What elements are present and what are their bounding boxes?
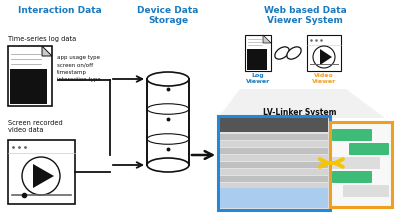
Bar [220,197,328,203]
Text: Log
Viewer: Log Viewer [246,73,270,84]
Bar [10,69,47,104]
FancyBboxPatch shape [343,185,389,197]
Ellipse shape [275,47,289,59]
Bar [220,183,328,189]
Text: Screen recorded
video data: Screen recorded video data [8,120,63,133]
Text: Device Data
Storage: Device Data Storage [137,6,199,25]
Bar [220,141,328,147]
Bar [220,148,328,154]
Bar [220,118,328,132]
Text: LOG: LOG [249,57,260,62]
Bar [8,46,52,106]
Text: LV-Linker System: LV-Linker System [263,108,337,117]
Text: LOG: LOG [14,83,36,93]
Ellipse shape [147,158,189,172]
Ellipse shape [287,47,301,59]
Bar [218,116,330,210]
Bar [245,35,271,71]
Bar [220,176,328,182]
Bar [220,169,328,175]
Bar [8,140,75,204]
Polygon shape [33,164,54,188]
Bar [330,122,392,207]
Polygon shape [320,49,332,65]
Text: app usage type
screen on/off
timestamp
interaction type: app usage type screen on/off timestamp i… [57,55,101,82]
Text: Web based Data
Viewer System: Web based Data Viewer System [264,6,346,25]
Bar [307,35,341,71]
Polygon shape [218,89,385,118]
Text: Time-series log data: Time-series log data [8,36,76,42]
Bar [148,79,188,165]
FancyBboxPatch shape [332,129,372,141]
FancyBboxPatch shape [349,143,389,155]
Polygon shape [263,35,271,43]
FancyBboxPatch shape [332,171,372,183]
FancyBboxPatch shape [332,157,380,169]
Bar [220,188,328,208]
Bar [220,190,328,196]
Bar [247,49,267,70]
Text: Interaction Data: Interaction Data [18,6,102,15]
Text: Video
Viewer: Video Viewer [312,73,336,84]
Polygon shape [42,46,52,56]
Bar [220,162,328,168]
Bar [220,134,328,140]
Ellipse shape [147,72,189,86]
Bar [147,79,189,165]
Bar [220,155,328,161]
